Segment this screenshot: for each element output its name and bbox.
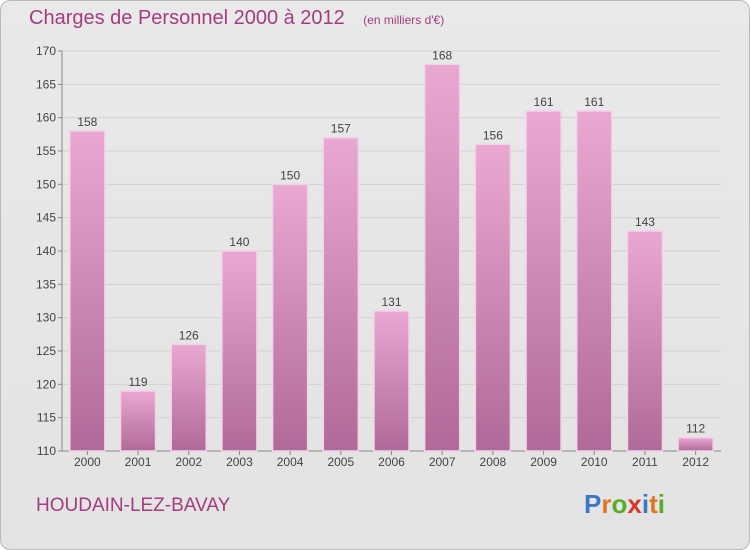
y-tick-label: 130 (36, 311, 56, 325)
x-tick-label: 2003 (226, 455, 253, 469)
bar-2011 (626, 230, 664, 452)
y-tick-label: 150 (36, 177, 56, 191)
y-tick-label: 110 (37, 444, 56, 458)
data-label: 119 (128, 375, 147, 389)
y-axis-ticks: 110 115 120 125 130 135 140 145 150 155 160 165 170 (36, 44, 62, 458)
x-tick-label: 2008 (480, 455, 507, 469)
town-name: HOUDAIN-LEZ-BAVAY (36, 495, 231, 516)
data-label: 140 (229, 235, 249, 249)
data-label: 150 (280, 168, 300, 182)
x-tick-label: 2006 (378, 455, 405, 469)
x-tick-label: 2002 (175, 455, 202, 469)
logo-letter: i (657, 489, 665, 519)
bars (69, 63, 714, 452)
logo-letter: o (611, 489, 628, 519)
logo-letter: i (641, 489, 650, 519)
x-tick-label: 2005 (327, 455, 354, 469)
y-tick-label: 160 (36, 111, 56, 125)
x-tick-label: 2009 (530, 455, 557, 469)
bar-2009 (525, 110, 562, 452)
logo-letter: r (601, 489, 612, 519)
bar-2012 (677, 436, 714, 452)
x-tick-label: 2004 (277, 455, 304, 469)
bar-2006 (373, 310, 410, 452)
x-tick-label: 2010 (581, 455, 608, 469)
logo-letter: P (584, 489, 602, 519)
data-label: 143 (635, 215, 655, 229)
data-label: 161 (534, 95, 554, 109)
bar-2005 (322, 136, 360, 452)
y-tick-label: 115 (37, 411, 56, 425)
data-label: 126 (179, 328, 199, 342)
data-label: 158 (77, 115, 97, 129)
data-label: 156 (483, 128, 503, 142)
bar-2004 (271, 183, 309, 452)
y-tick-label: 165 (36, 77, 56, 91)
bar-2007 (423, 63, 461, 452)
y-tick-label: 125 (36, 344, 56, 358)
x-tick-label: 2011 (632, 455, 658, 469)
proxiti-logo[interactable]: Proxiti (584, 489, 665, 520)
data-label: 168 (432, 48, 452, 62)
y-tick-label: 140 (36, 244, 56, 258)
bar-2000 (69, 130, 106, 452)
bar-2003 (221, 250, 258, 452)
x-axis-ticks: 2000 2001 2002 2003 2004 2005 2006 2007 2008 2009… (74, 451, 709, 469)
data-label: 161 (584, 95, 604, 109)
bar-2010 (576, 110, 613, 452)
bar-2008 (474, 143, 512, 452)
chart-subtitle: (en milliers d'€) (363, 13, 445, 27)
bar-2002 (170, 343, 207, 452)
x-tick-label: 2012 (682, 455, 709, 469)
title-row: Charges de Personnel 2000 à 2012 (en mil… (29, 7, 444, 37)
logo-letter: t (649, 489, 658, 519)
y-tick-label: 170 (36, 44, 56, 58)
y-tick-label: 145 (36, 211, 56, 225)
data-label: 112 (686, 422, 705, 436)
y-tick-label: 135 (36, 277, 56, 291)
chart-title: Charges de Personnel 2000 à 2012 (29, 7, 345, 29)
data-label: 157 (331, 122, 351, 136)
bar-2001 (119, 390, 157, 452)
data-label: 131 (381, 295, 401, 309)
y-tick-label: 155 (36, 144, 56, 158)
x-tick-label: 2000 (74, 455, 101, 469)
data-labels: 158 119 126 140 150 157 131 168 156 161 161 143 112 (77, 48, 705, 435)
x-tick-label: 2007 (429, 455, 456, 469)
x-tick-label: 2001 (125, 455, 152, 469)
y-tick-label: 120 (36, 377, 56, 391)
logo-letter: x (627, 489, 642, 519)
